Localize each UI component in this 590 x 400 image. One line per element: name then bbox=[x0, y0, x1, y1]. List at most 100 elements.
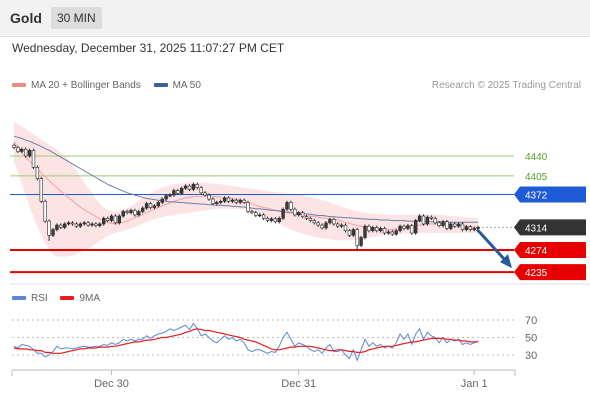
candles-layer bbox=[12, 143, 480, 252]
candle bbox=[62, 222, 67, 230]
candle bbox=[168, 193, 172, 198]
candle bbox=[35, 165, 40, 181]
candle bbox=[172, 188, 176, 197]
candle-body bbox=[293, 208, 297, 216]
candle bbox=[137, 209, 141, 217]
rsi-tick-30: 30 bbox=[525, 350, 537, 362]
candle-body bbox=[98, 223, 102, 226]
candle bbox=[335, 222, 340, 228]
candle-body bbox=[308, 217, 313, 221]
candle-body bbox=[476, 227, 480, 229]
level-tags-layer: 4440 4405 4372 4314 4274 4235 bbox=[514, 152, 586, 281]
legend-item-rsi: RSI bbox=[12, 293, 48, 304]
candle bbox=[31, 148, 36, 170]
candle-body bbox=[343, 224, 348, 232]
candle-body bbox=[410, 225, 414, 234]
level-tag-4314 bbox=[514, 219, 586, 236]
candle bbox=[410, 223, 414, 235]
candle bbox=[230, 198, 235, 203]
candle-body bbox=[113, 215, 118, 224]
candle-body bbox=[316, 222, 320, 226]
candle bbox=[374, 225, 379, 233]
candle-body bbox=[176, 190, 180, 194]
candle bbox=[43, 199, 47, 223]
candle bbox=[211, 197, 215, 206]
candle-body bbox=[324, 222, 328, 229]
candle bbox=[102, 216, 106, 226]
rsi-legend: RSI 9MA bbox=[12, 293, 110, 304]
candle-body bbox=[398, 225, 402, 232]
credit-text: Research © 2025 Trading Central bbox=[431, 80, 581, 91]
candle bbox=[417, 214, 422, 223]
candle-body bbox=[402, 225, 406, 229]
legend-swatch-rsi bbox=[12, 296, 26, 301]
candle-body bbox=[468, 226, 472, 230]
candle bbox=[359, 235, 363, 248]
candle bbox=[277, 216, 281, 224]
rsi-tick-70: 70 bbox=[525, 315, 537, 327]
candle-body bbox=[246, 202, 250, 212]
candle bbox=[113, 214, 118, 225]
candle-body bbox=[207, 194, 211, 200]
legend-label-rsi: RSI bbox=[31, 293, 48, 304]
candle-body bbox=[234, 199, 238, 203]
rsi-ma-line bbox=[13, 328, 479, 354]
candle bbox=[105, 216, 110, 223]
candle-body bbox=[70, 222, 75, 225]
chart-header: Gold 30 MIN bbox=[0, 0, 590, 37]
candle bbox=[472, 226, 476, 232]
legend-swatch-ma50 bbox=[153, 83, 168, 88]
candle bbox=[293, 207, 297, 217]
candle bbox=[289, 200, 293, 211]
candle-body bbox=[62, 223, 67, 228]
candle bbox=[74, 222, 79, 228]
candle bbox=[429, 215, 433, 220]
candle bbox=[324, 221, 328, 230]
candle-body bbox=[363, 225, 367, 238]
candle bbox=[117, 214, 122, 225]
candle-body bbox=[304, 216, 309, 219]
candle-body bbox=[180, 187, 184, 194]
candle bbox=[242, 198, 246, 205]
candle bbox=[12, 143, 16, 150]
candle-body bbox=[47, 220, 51, 236]
candle bbox=[176, 188, 180, 196]
candle-body bbox=[152, 205, 157, 208]
legend-label-ma50: MA 50 bbox=[172, 80, 201, 91]
forecast-arrow-shaft bbox=[475, 228, 508, 263]
candle bbox=[433, 216, 437, 225]
candle-body bbox=[195, 184, 199, 189]
candle bbox=[27, 148, 32, 158]
candle-body bbox=[105, 217, 110, 221]
candle bbox=[47, 219, 51, 241]
candle bbox=[98, 222, 102, 228]
candle bbox=[371, 225, 375, 233]
candle-body bbox=[464, 226, 469, 230]
candle-body bbox=[273, 218, 277, 222]
candle-body bbox=[27, 150, 32, 157]
candle-body bbox=[320, 224, 324, 229]
candle bbox=[90, 222, 94, 227]
candle-body bbox=[222, 197, 227, 202]
main-legend: MA 20 + Bollinger Bands MA 50 bbox=[12, 80, 211, 91]
price-levels-layer bbox=[10, 155, 515, 274]
timeframe-badge[interactable]: 30 MIN bbox=[51, 7, 102, 29]
candle-body bbox=[332, 219, 336, 225]
candle-body bbox=[355, 229, 359, 246]
candle bbox=[238, 198, 242, 205]
candle bbox=[382, 226, 387, 235]
candle-body bbox=[20, 148, 24, 152]
candle-body bbox=[144, 203, 149, 209]
candle-body bbox=[137, 211, 141, 216]
candle bbox=[468, 225, 472, 232]
candle bbox=[164, 193, 168, 201]
candle-body bbox=[94, 223, 98, 226]
candle bbox=[66, 221, 71, 226]
candle bbox=[234, 198, 238, 205]
candle-body bbox=[74, 223, 79, 227]
candle bbox=[304, 214, 309, 220]
candle-body bbox=[12, 144, 16, 148]
candle bbox=[141, 206, 145, 214]
candle-body bbox=[82, 222, 86, 225]
candle-body bbox=[109, 215, 114, 221]
